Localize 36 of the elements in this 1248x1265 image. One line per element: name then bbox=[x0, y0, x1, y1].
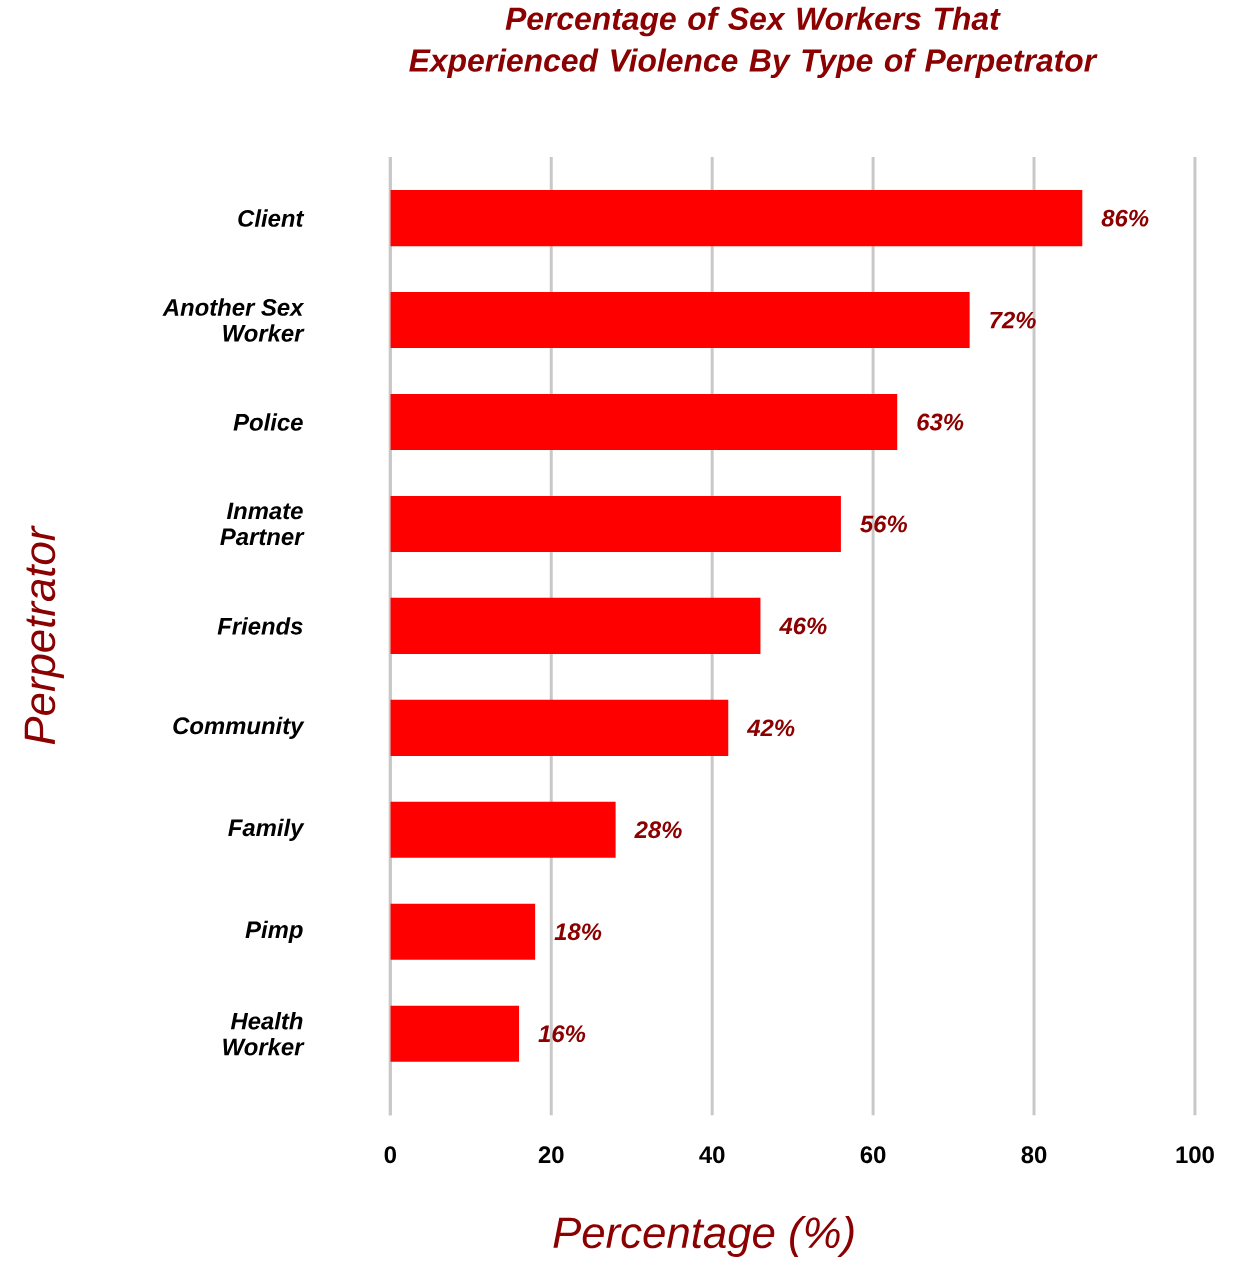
bar bbox=[390, 190, 1083, 247]
bar bbox=[390, 495, 841, 552]
y-axis-title: Perpetrator bbox=[24, 525, 65, 745]
x-tick-label: 80 bbox=[1021, 1146, 1047, 1164]
y-tick-label: Inmate Partner bbox=[220, 502, 305, 546]
bar bbox=[390, 393, 898, 451]
y-tick-label: Family bbox=[228, 818, 305, 841]
data-label: 42% bbox=[746, 719, 795, 737]
y-tick-label: Another Sex Worker bbox=[162, 298, 305, 342]
bar bbox=[390, 903, 536, 960]
x-axis-title: Percentage (%) bbox=[553, 1216, 854, 1257]
x-tick-label: 0 bbox=[384, 1146, 397, 1164]
data-label: 46% bbox=[779, 617, 827, 635]
data-label: 63% bbox=[917, 413, 964, 431]
chart-title: Percentage of Sex Workers That Experienced Violence By Type of Perpetrator bbox=[409, 6, 1098, 79]
bar bbox=[390, 1005, 520, 1062]
y-tick-label: Friends bbox=[217, 617, 303, 635]
x-tick-label: 20 bbox=[538, 1146, 564, 1164]
y-tick-label: Health Worker bbox=[223, 1012, 305, 1056]
bar bbox=[390, 292, 970, 349]
y-tick-label: Police bbox=[233, 413, 303, 431]
x-tick-label: 60 bbox=[860, 1146, 886, 1164]
bar bbox=[390, 801, 616, 858]
x-tick-label: 100 bbox=[1176, 1146, 1214, 1164]
data-label: 86% bbox=[1101, 209, 1149, 227]
data-label: 56% bbox=[860, 515, 908, 533]
y-tick-label: Pimp bbox=[245, 920, 303, 943]
bar bbox=[390, 699, 729, 756]
data-label: 72% bbox=[990, 311, 1036, 329]
data-label: 16% bbox=[538, 1025, 586, 1043]
data-label: 28% bbox=[634, 821, 682, 839]
data-label: 18% bbox=[554, 923, 602, 941]
x-tick-label: 40 bbox=[699, 1146, 725, 1164]
bar bbox=[390, 597, 761, 654]
y-tick-label: Community bbox=[173, 716, 305, 739]
y-tick-label: Client bbox=[238, 209, 305, 227]
